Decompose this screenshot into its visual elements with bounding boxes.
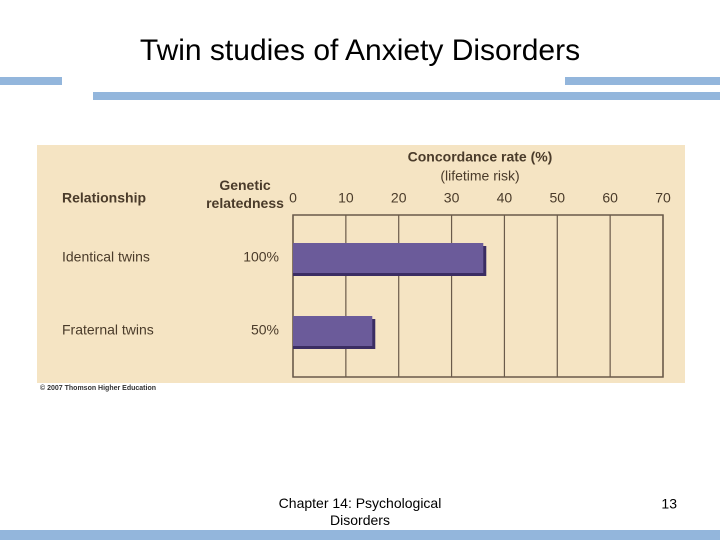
deco-stripe <box>0 530 720 540</box>
category-label: Identical twins <box>62 249 150 265</box>
deco-stripe <box>0 77 62 85</box>
bar <box>293 316 373 346</box>
x-tick-label: 50 <box>549 190 565 206</box>
slide-title: Twin studies of Anxiety Disorders <box>140 34 580 67</box>
x-tick-label: 60 <box>602 190 618 206</box>
deco-stripe <box>93 92 720 100</box>
x-tick-label: 10 <box>338 190 354 206</box>
x-tick-label: 70 <box>655 190 671 206</box>
relatedness-label: 50% <box>251 322 279 338</box>
category-label: Fraternal twins <box>62 322 154 338</box>
deco-stripe <box>565 77 720 85</box>
axis-title: Concordance rate (%) <box>408 149 553 165</box>
credit: © 2007 Thomson Higher Education <box>40 384 156 392</box>
x-tick-label: 30 <box>444 190 460 206</box>
x-tick-label: 0 <box>289 190 297 206</box>
x-tick-label: 40 <box>497 190 513 206</box>
axis-subtitle: (lifetime risk) <box>440 168 519 184</box>
bar <box>293 243 484 273</box>
relatedness-label: 100% <box>243 249 279 265</box>
column-header: Genetic relatedness <box>206 177 284 211</box>
page-number: 13 <box>661 496 677 512</box>
footer-text: Chapter 14: Psychological Disorders <box>278 495 442 528</box>
x-tick-label: 20 <box>391 190 407 206</box>
column-header: Relationship <box>62 190 146 206</box>
